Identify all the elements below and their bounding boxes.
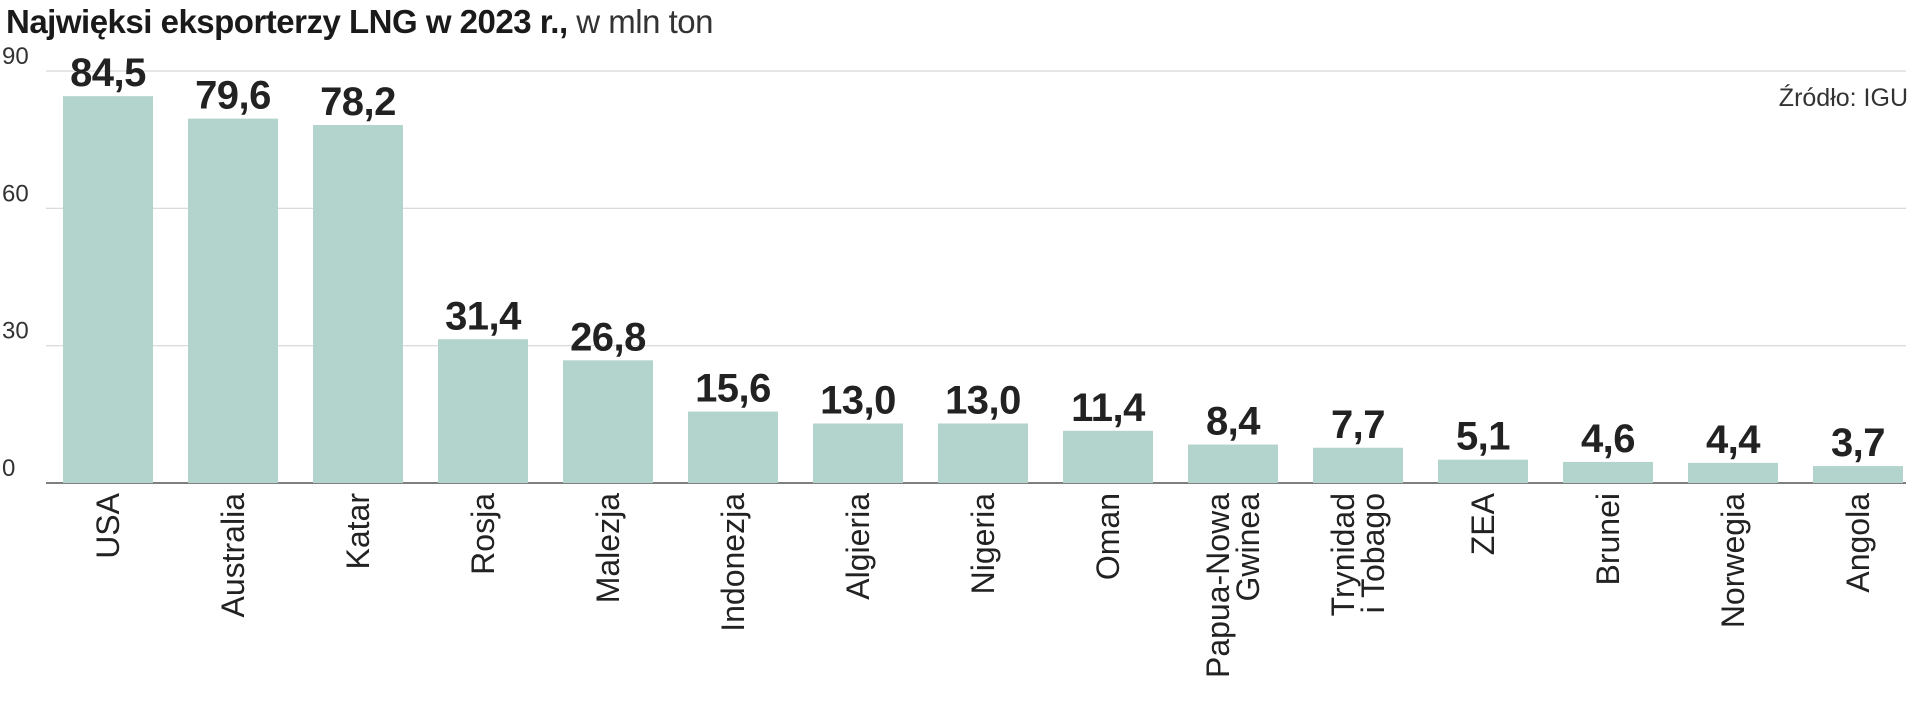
- bar: [813, 423, 903, 483]
- category-label-line: Rosja: [465, 493, 501, 575]
- bar: [1813, 466, 1903, 483]
- category-label-line: Oman: [1090, 493, 1126, 580]
- bar: [438, 339, 528, 483]
- y-axis-ticks: 0 30 60 90: [2, 43, 29, 482]
- category-label: ZEA: [1465, 492, 1501, 555]
- category-label: Angola: [1840, 493, 1876, 593]
- category-label: Indonezja: [715, 493, 751, 632]
- category-label: Rosja: [465, 493, 501, 575]
- category-label: Algieria: [840, 493, 876, 600]
- bar: [1688, 462, 1778, 483]
- chart-title: Najwięksi eksporterzy LNG w 2023 r., w m…: [6, 2, 714, 42]
- bar-value-label: 4,6: [1581, 417, 1635, 461]
- bar-value-label: 26,8: [570, 315, 646, 359]
- bar: [313, 125, 403, 484]
- category-label: Norwegia: [1715, 493, 1751, 628]
- category-label: Oman: [1090, 493, 1126, 580]
- category-label: Katar: [340, 493, 376, 570]
- category-label: USA: [90, 492, 126, 558]
- bar-value-label: 3,7: [1831, 421, 1885, 465]
- value-labels: 84,5 79,6 78,2 31,4 26,8 15,6 13,0 13,0 11,4 8,4 7…: [70, 51, 1885, 465]
- category-label: Papua-NowaGwinea: [1200, 493, 1266, 678]
- y-tick-label: 30: [2, 318, 29, 345]
- category-label-line: USA: [90, 492, 126, 558]
- category-label-line: Trynidad: [1325, 493, 1361, 616]
- category-label-line: ZEA: [1465, 492, 1501, 555]
- bar: [1188, 444, 1278, 483]
- bar-value-label: 7,7: [1331, 403, 1385, 447]
- category-label-line: Katar: [340, 493, 376, 570]
- bar-value-label: 15,6: [695, 367, 771, 411]
- bar: [938, 423, 1028, 483]
- bar-value-label: 13,0: [820, 378, 896, 422]
- category-label-line: Angola: [1840, 493, 1876, 593]
- category-label-line: Nigeria: [965, 493, 1001, 595]
- category-label: Malezja: [590, 493, 626, 603]
- bar: [1313, 447, 1403, 483]
- bar: [1063, 430, 1153, 483]
- chart-source: Źródło: IGU: [1778, 84, 1908, 112]
- bar: [188, 118, 278, 483]
- bar: [63, 96, 153, 483]
- bar-value-label: 84,5: [70, 51, 146, 95]
- bar-value-label: 4,4: [1706, 418, 1761, 462]
- category-label: Trynidadi Tobago: [1325, 493, 1391, 616]
- bar-value-label: 8,4: [1206, 400, 1261, 444]
- bar-value-label: 11,4: [1071, 386, 1146, 430]
- category-label-line: Australia: [215, 493, 251, 618]
- chart-title-unit: w mln ton: [576, 3, 714, 40]
- category-label-line: Brunei: [1590, 493, 1626, 586]
- bar-value-label: 5,1: [1456, 415, 1510, 459]
- bar: [1438, 459, 1528, 483]
- y-tick-label: 60: [2, 180, 29, 207]
- chart-title-main: Najwięksi eksporterzy LNG w 2023 r.,: [6, 3, 568, 40]
- category-label-line: i Tobago: [1355, 493, 1391, 613]
- y-tick-label: 90: [2, 43, 29, 70]
- bar-value-label: 79,6: [195, 74, 271, 118]
- category-label: Brunei: [1590, 493, 1626, 586]
- category-label-line: Indonezja: [715, 493, 751, 632]
- category-label: Australia: [215, 493, 251, 618]
- category-label-line: Gwinea: [1230, 493, 1266, 602]
- bar: [688, 411, 778, 483]
- bar: [563, 360, 653, 483]
- category-label: Nigeria: [965, 493, 1001, 595]
- category-labels: USA Australia Katar Rosja Malezja Indonezja Al…: [90, 492, 1876, 678]
- category-label-line: Norwegia: [1715, 493, 1751, 628]
- category-label-line: Malezja: [590, 493, 626, 603]
- bar: [1563, 461, 1653, 483]
- category-label-line: Papua-Nowa: [1200, 493, 1236, 678]
- bar-value-label: 31,4: [445, 294, 522, 338]
- bar-value-label: 78,2: [320, 80, 396, 124]
- bar-value-label: 13,0: [945, 378, 1021, 422]
- y-tick-label: 0: [2, 455, 15, 482]
- bars: [63, 96, 1903, 484]
- category-label-line: Algieria: [840, 493, 876, 600]
